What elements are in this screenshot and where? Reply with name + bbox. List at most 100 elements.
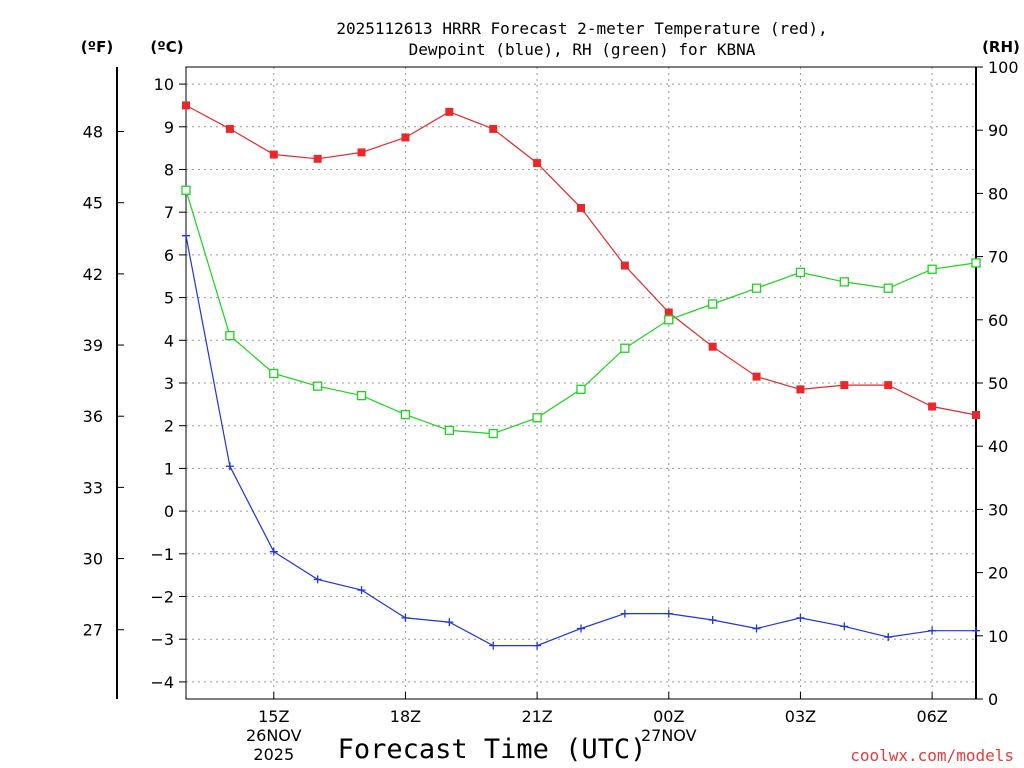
rh-line xyxy=(185,190,977,435)
fahrenheit-tick-label: 48 xyxy=(83,123,103,142)
temperature-point xyxy=(752,372,761,381)
temperature-point xyxy=(489,124,498,133)
dewpoint-point xyxy=(708,616,717,624)
chart-title-line-1: 2025112613 HRRR Forecast 2-meter Tempera… xyxy=(336,19,827,38)
celsius-tick-label: 1 xyxy=(164,459,174,478)
temperature-point xyxy=(972,411,980,420)
dewpoint-point xyxy=(928,626,937,635)
temperature-point xyxy=(796,385,805,394)
x-tick-date-label: 26NOV xyxy=(246,726,302,745)
fahrenheit-tick-label: 42 xyxy=(83,265,103,284)
temperature-point xyxy=(620,261,629,270)
rh-point xyxy=(708,299,718,309)
data-series xyxy=(181,101,981,650)
rh-tick-label: 50 xyxy=(988,374,1008,393)
rh-point xyxy=(400,409,411,420)
chart-axes xyxy=(116,66,983,700)
dewpoint-point xyxy=(269,547,278,556)
temperature-point xyxy=(533,159,542,168)
rh-point xyxy=(181,185,191,195)
dewpoint-point xyxy=(884,633,893,642)
dewpoint-point xyxy=(620,609,629,618)
temperature-point xyxy=(225,124,234,133)
rh-point xyxy=(225,330,235,341)
temperature-line xyxy=(185,104,977,416)
temperature-point xyxy=(664,308,673,317)
celsius-tick-label: −4 xyxy=(150,673,174,692)
rh-point xyxy=(839,277,849,287)
temperature-point xyxy=(840,381,849,390)
rh-tick-label: 90 xyxy=(988,121,1008,140)
celsius-tick-label: 8 xyxy=(164,160,174,179)
rh-point xyxy=(532,413,542,423)
celsius-tick-label: −1 xyxy=(150,545,174,564)
dewpoint-point xyxy=(664,609,673,618)
rh-tick-label: 40 xyxy=(988,437,1008,456)
celsius-tick-label: 9 xyxy=(164,118,174,137)
dewpoint-point xyxy=(752,624,761,633)
dewpoint-point xyxy=(489,641,498,650)
rh-point xyxy=(971,258,981,268)
rh-tick-label: 20 xyxy=(988,564,1008,583)
chart-title-line-2: Dewpoint (blue), RH (green) for KBNA xyxy=(409,40,756,59)
rh-tick-label: 30 xyxy=(988,500,1008,519)
celsius-tick-label: 0 xyxy=(164,502,174,521)
rh-tick-label: 0 xyxy=(988,690,998,709)
rh-point xyxy=(751,283,762,293)
celsius-tick-label: 7 xyxy=(164,203,174,222)
rh-point xyxy=(664,315,674,325)
rh-tick-label: 100 xyxy=(988,58,1019,77)
x-tick-label: 03Z xyxy=(785,707,816,726)
celsius-tick-label: 5 xyxy=(164,289,174,308)
rh-point xyxy=(927,264,937,274)
x-tick-label: 18Z xyxy=(390,707,421,726)
x-tick-year-label: 2025 xyxy=(253,745,294,764)
dewpoint-point xyxy=(796,613,805,622)
rh-tick-label: 60 xyxy=(988,311,1008,330)
celsius-tick-label: 2 xyxy=(164,417,174,436)
fahrenheit-tick-label: 30 xyxy=(83,550,103,569)
temperature-point xyxy=(401,133,410,142)
temperature-point xyxy=(357,148,366,157)
rh-tick-label: 80 xyxy=(988,184,1008,203)
celsius-tick-label: 4 xyxy=(164,331,174,350)
rh-point xyxy=(444,425,454,436)
dewpoint-point xyxy=(533,641,542,650)
celsius-tick-label: −2 xyxy=(150,588,174,607)
temperature-point xyxy=(445,107,454,116)
rh-point xyxy=(795,267,806,278)
rh-point xyxy=(356,390,367,401)
rh-tick-label: 10 xyxy=(988,627,1008,646)
temperature-point xyxy=(269,150,278,159)
x-tick-label: 15Z xyxy=(258,707,289,726)
fahrenheit-tick-label: 33 xyxy=(83,478,103,497)
rh-point xyxy=(883,283,893,293)
dewpoint-point xyxy=(182,231,190,240)
rh-point xyxy=(313,381,323,391)
fahrenheit-tick-label: 27 xyxy=(83,621,103,640)
dewpoint-point xyxy=(840,622,849,631)
rh-point xyxy=(488,428,498,439)
credit-text: coolwx.com/models xyxy=(850,746,1014,765)
x-tick-date-label: 27NOV xyxy=(641,726,697,745)
rh-point xyxy=(269,368,279,379)
dewpoint-line xyxy=(185,235,976,647)
tick-labels: −4−3−2−101234567891027303336394245480102… xyxy=(83,58,1019,764)
temperature-point xyxy=(708,342,717,351)
celsius-tick-label: 6 xyxy=(164,246,174,265)
fahrenheit-tick-label: 39 xyxy=(83,336,103,355)
celsius-tick-label: −3 xyxy=(150,630,174,649)
temperature-point xyxy=(313,154,322,163)
dewpoint-point xyxy=(313,575,322,584)
fahrenheit-tick-label: 45 xyxy=(83,194,103,213)
rh-tick-label: 70 xyxy=(988,248,1008,267)
temperature-point xyxy=(182,101,190,110)
rh-point xyxy=(620,343,630,353)
dewpoint-point xyxy=(357,586,366,595)
celsius-tick-label: 3 xyxy=(164,374,174,393)
dewpoint-point xyxy=(225,462,234,471)
x-axis-label: Forecast Time (UTC) xyxy=(338,734,647,765)
dewpoint-point xyxy=(445,618,454,627)
x-tick-label: 00Z xyxy=(653,707,684,726)
